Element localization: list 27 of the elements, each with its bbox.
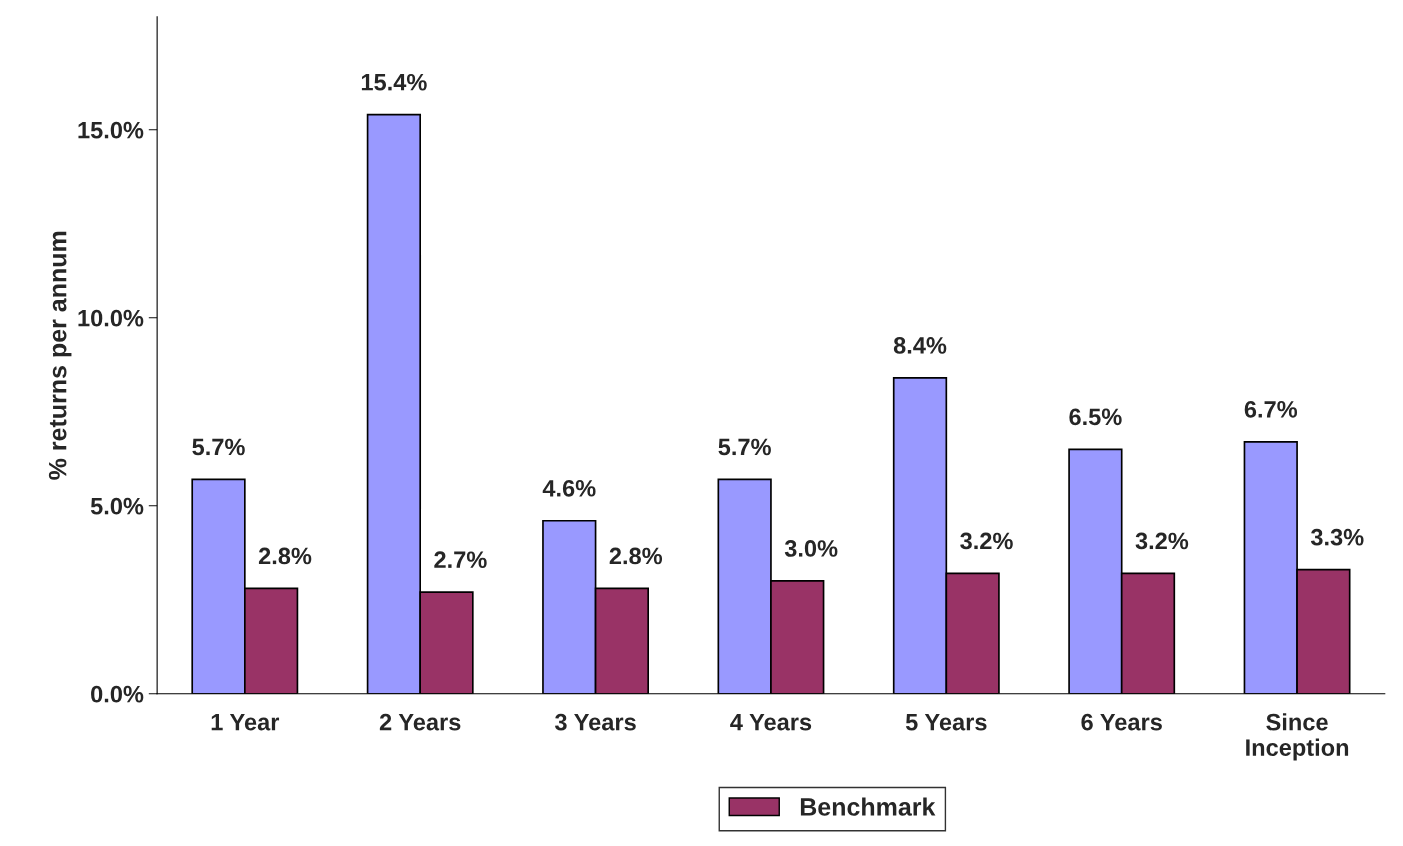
x-tick-label: 4 Years [730,714,812,731]
data-label: 2.7% [434,551,487,569]
data-label: 3.0% [784,540,838,557]
data-label: 5.7% [192,438,245,456]
data-label: 3.2% [1135,532,1189,550]
y-tick-label: 0.0% [91,685,144,703]
data-label: 2.8% [609,547,663,565]
data-label: 4.6% [542,479,596,497]
x-tick-label: Since Inception [1246,713,1349,761]
x-tick-label: 1 Year [211,714,280,731]
y-tick-label: 10.0% [78,309,144,327]
data-label: 6.7% [1244,400,1298,418]
data-label: 8.4% [893,337,947,354]
legend-label: Benchmark [800,797,936,816]
data-label: 15.4% [361,73,427,91]
x-tick-label: 2 Years [379,713,461,731]
x-tick-label: 6 Years [1081,713,1162,731]
data-label: 6.5% [1069,408,1122,426]
data-label: 3.2% [960,532,1013,550]
data-label: 3.3% [1310,528,1364,546]
x-tick-label: 5 Years [905,714,987,731]
y-tick-label: 15.0% [78,121,144,139]
y-axis-title: % returns per annum [48,231,72,480]
x-tick-label: 3 Years [554,713,636,731]
y-tick-label: 5.0% [90,497,144,515]
data-label: 2.8% [258,547,312,565]
data-label: 5.7% [718,438,771,456]
